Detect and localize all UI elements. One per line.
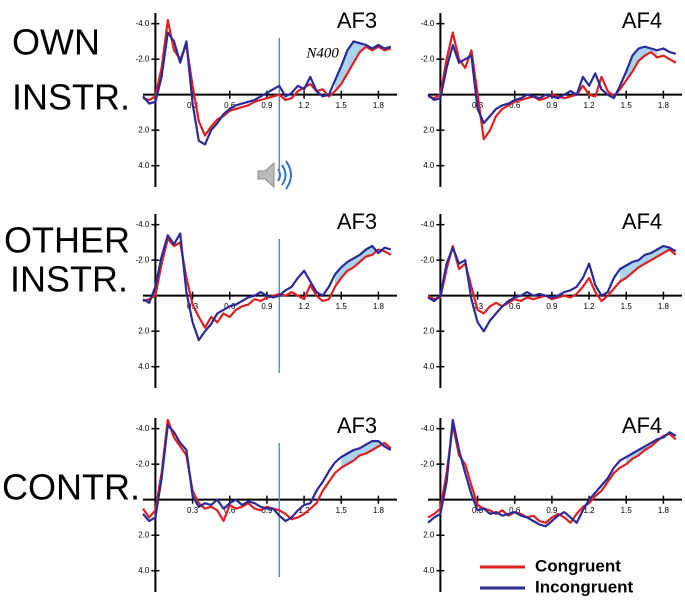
y-tick-label: 4.0 — [423, 161, 435, 170]
x-tick-label: 1.5 — [336, 506, 348, 515]
row-label: OTHER — [4, 220, 130, 261]
speaker-icon — [257, 160, 292, 190]
x-tick-label: 1.5 — [336, 302, 348, 311]
erp-line — [142, 232, 392, 342]
y-tick-label: -2.0 — [136, 255, 150, 264]
x-tick-label: 0.9 — [546, 101, 558, 110]
panel-title: AF4 — [622, 209, 662, 234]
x-tick-label: 0.3 — [187, 506, 199, 515]
x-tick-label: 1.2 — [299, 506, 311, 515]
x-tick-label: 1.2 — [584, 302, 596, 311]
x-tick-label: 1.8 — [658, 101, 670, 110]
x-tick-label: 1.5 — [621, 506, 633, 515]
y-tick-label: 2.0 — [423, 530, 435, 539]
x-tick-label: 0.9 — [546, 302, 558, 311]
y-tick-label: -2.0 — [421, 255, 435, 264]
erp-line — [427, 418, 677, 528]
x-tick-label: 0.6 — [509, 302, 521, 311]
y-tick-label: -2.0 — [421, 54, 435, 63]
x-tick-label: 0.6 — [509, 506, 521, 515]
y-tick-label: 4.0 — [138, 362, 150, 371]
y-tick-label: 4.0 — [138, 566, 150, 575]
panel-title: AF3 — [337, 8, 377, 33]
y-tick-label: -4.0 — [421, 19, 435, 28]
y-tick-label: -4.0 — [136, 424, 150, 433]
y-tick-label: -2.0 — [421, 459, 435, 468]
x-tick-label: 0.9 — [261, 506, 273, 515]
x-tick-label: 0.9 — [261, 101, 273, 110]
x-tick-label: 1.5 — [621, 302, 633, 311]
x-tick-label: 1.8 — [658, 302, 670, 311]
x-tick-label: 1.5 — [336, 101, 348, 110]
x-tick-label: 1.8 — [373, 302, 385, 311]
row-label: INSTR. — [12, 77, 130, 118]
x-tick-label: 1.5 — [621, 101, 633, 110]
x-tick-label: 1.2 — [299, 302, 311, 311]
row-label: OWN — [12, 22, 100, 63]
y-tick-label: -4.0 — [421, 220, 435, 229]
y-tick-label: 2.0 — [138, 125, 150, 134]
erp-line — [142, 31, 392, 146]
x-tick-label: 1.2 — [584, 506, 596, 515]
y-tick-label: 4.0 — [138, 161, 150, 170]
erp-line — [427, 424, 677, 524]
y-tick-label: -4.0 — [136, 220, 150, 229]
erp-line — [427, 244, 677, 333]
x-tick-label: 0.6 — [224, 101, 236, 110]
panel-title: AF3 — [337, 209, 377, 234]
panel-title: AF4 — [622, 8, 662, 33]
x-tick-label: 0.9 — [261, 302, 273, 311]
row-label: CONTR. — [2, 467, 140, 508]
erp-line — [142, 237, 392, 329]
erp-line — [142, 418, 392, 523]
x-tick-label: 1.2 — [584, 101, 596, 110]
x-tick-label: 1.8 — [658, 506, 670, 515]
erp-line — [427, 244, 677, 315]
erp-line — [427, 43, 677, 125]
x-tick-label: 1.8 — [373, 506, 385, 515]
y-tick-label: 2.0 — [423, 125, 435, 134]
y-tick-label: 2.0 — [423, 326, 435, 335]
x-tick-label: 0.6 — [509, 101, 521, 110]
panel-title: AF3 — [337, 413, 377, 438]
x-tick-label: 0.9 — [546, 506, 558, 515]
erp-line — [142, 19, 392, 137]
annotation: N400 — [305, 45, 339, 61]
x-tick-label: 0.6 — [224, 506, 236, 515]
y-tick-label: -4.0 — [421, 424, 435, 433]
x-tick-label: 1.2 — [299, 101, 311, 110]
y-tick-label: 4.0 — [423, 566, 435, 575]
row-label: INSTR. — [10, 259, 128, 300]
x-tick-label: 0.3 — [472, 302, 484, 311]
y-tick-label: 4.0 — [423, 362, 435, 371]
legend-label: Incongruent — [535, 577, 634, 596]
y-tick-label: -4.0 — [136, 19, 150, 28]
y-tick-label: 2.0 — [138, 326, 150, 335]
y-tick-label: -2.0 — [136, 54, 150, 63]
panel-title: AF4 — [622, 413, 662, 438]
legend-label: Congruent — [535, 556, 621, 575]
x-tick-label: 1.8 — [373, 101, 385, 110]
y-tick-label: -2.0 — [136, 459, 150, 468]
erp-line — [142, 424, 392, 523]
y-tick-label: 2.0 — [138, 530, 150, 539]
